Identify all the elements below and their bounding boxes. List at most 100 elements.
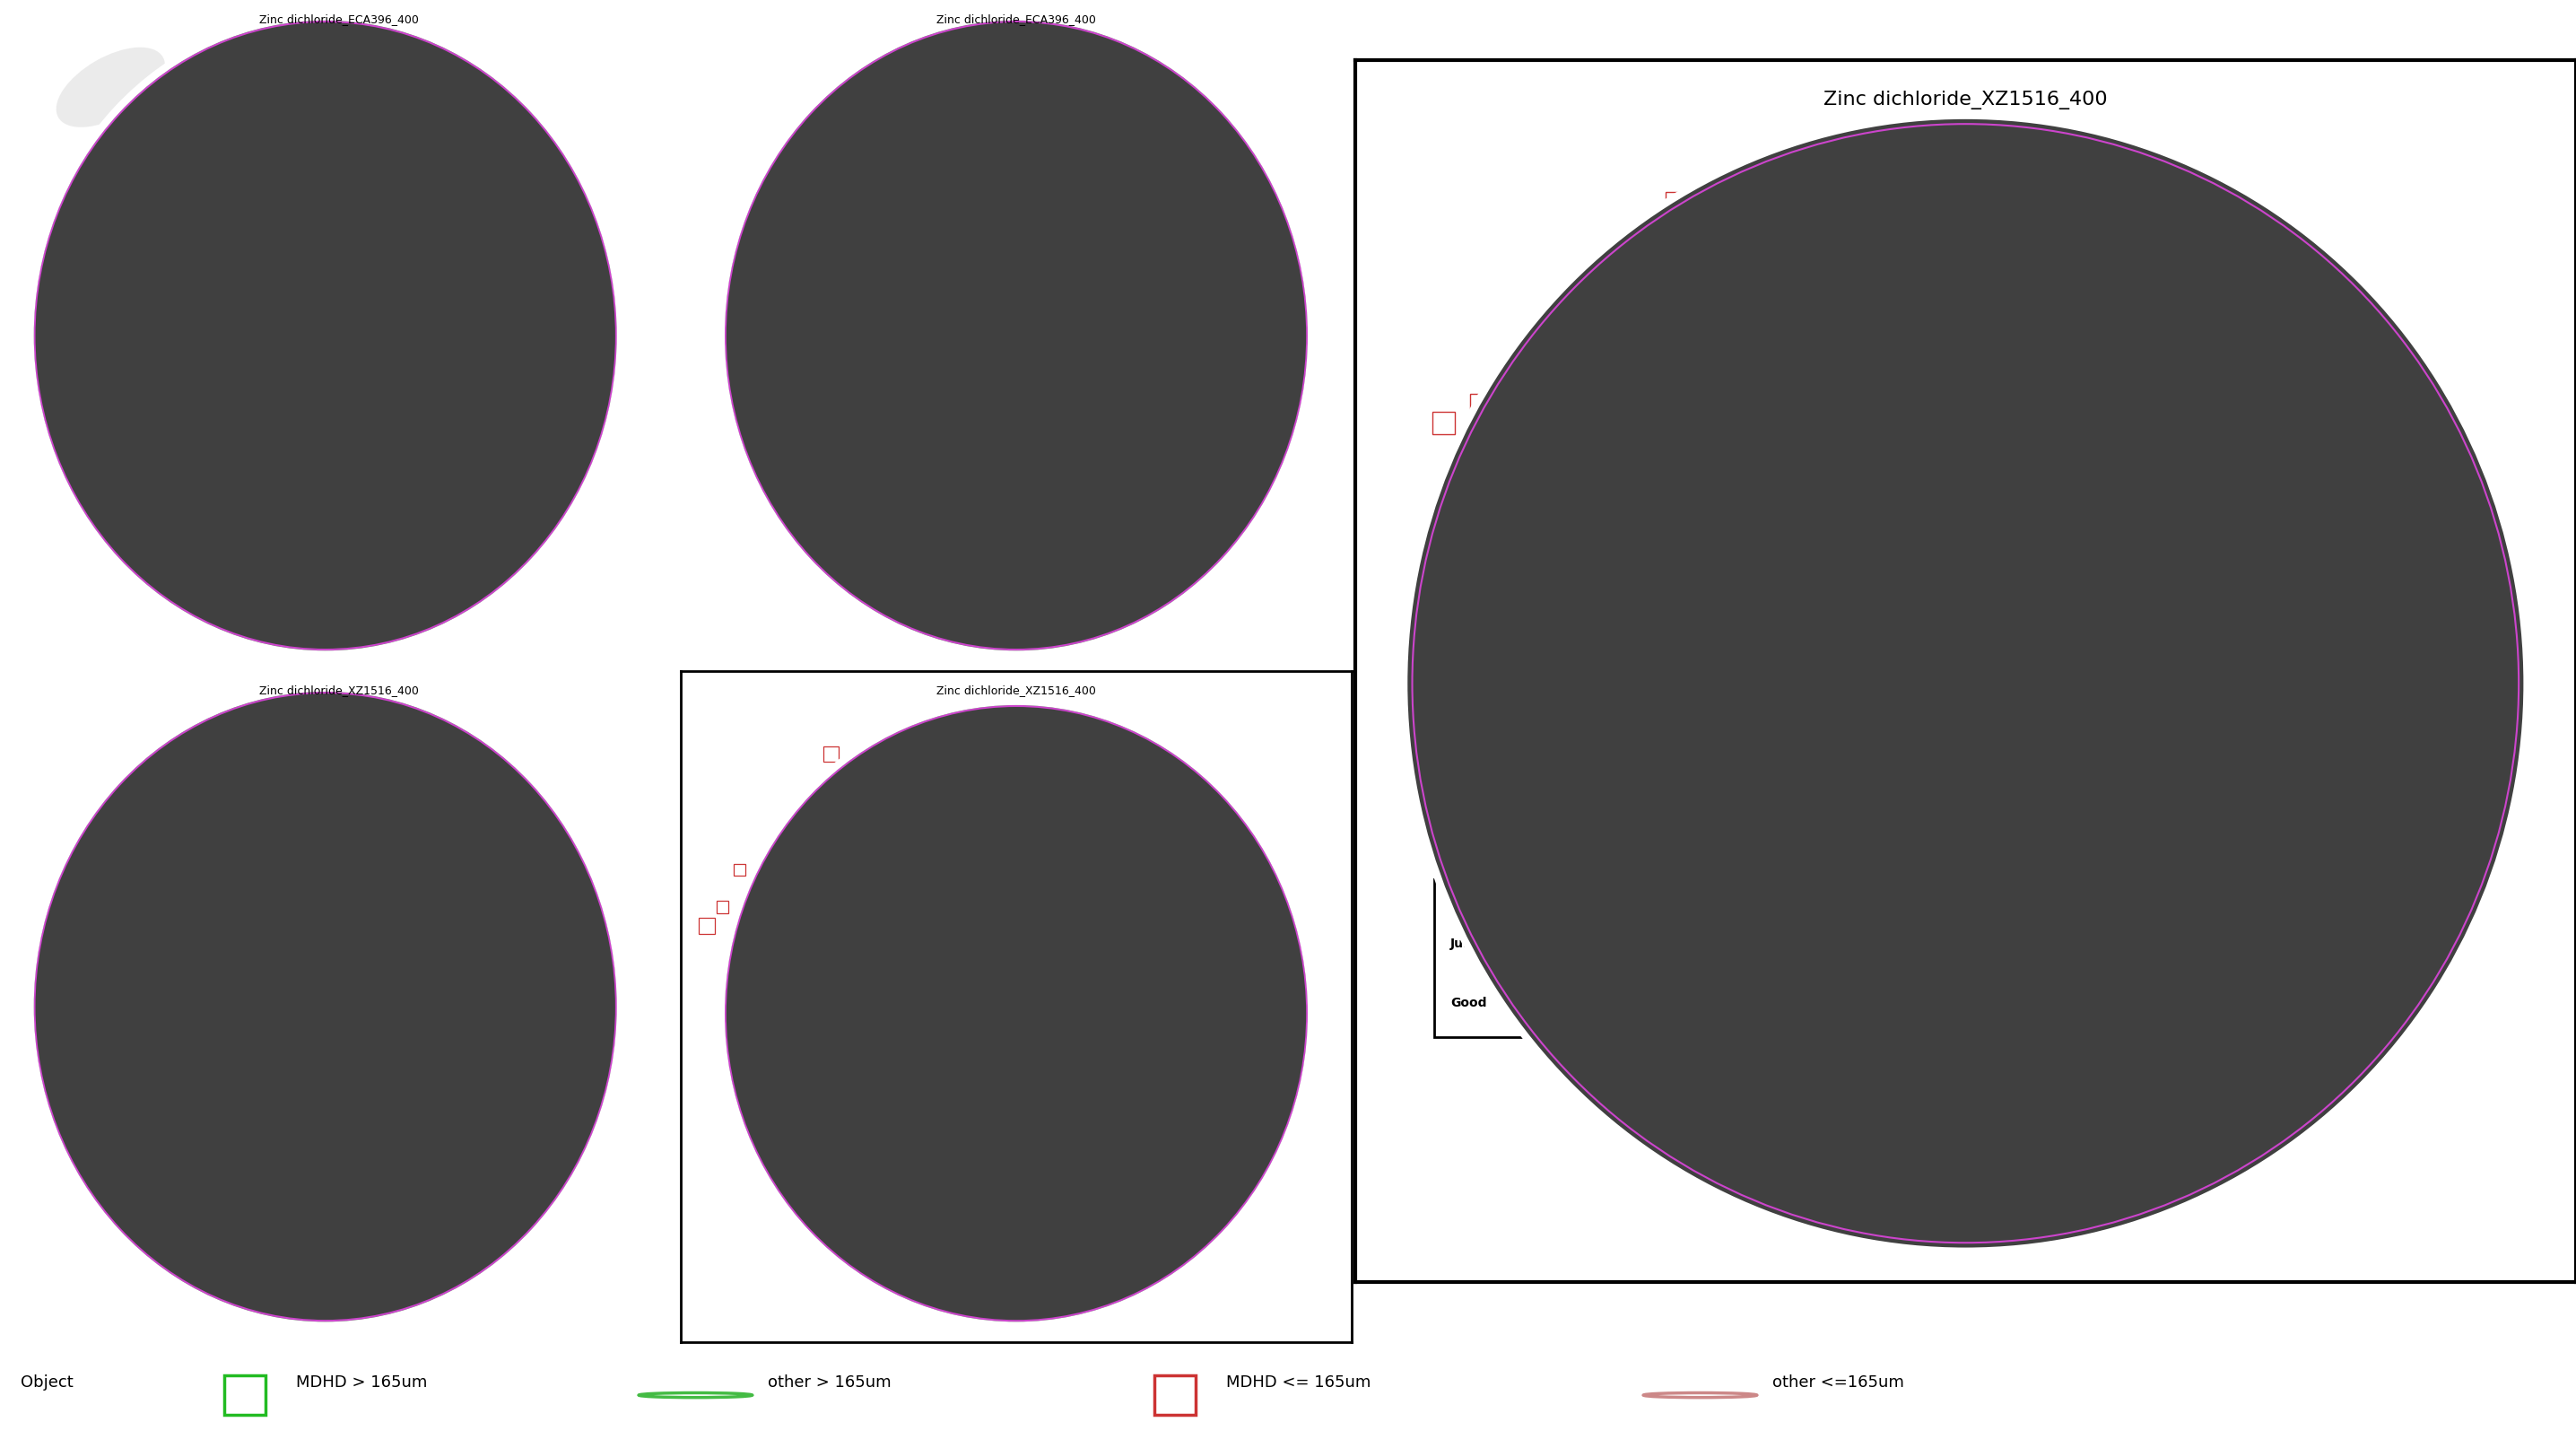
Ellipse shape: [1824, 542, 2107, 825]
Ellipse shape: [103, 767, 546, 1245]
Circle shape: [1056, 975, 1064, 982]
Circle shape: [1090, 998, 1100, 1008]
Ellipse shape: [927, 919, 1105, 1108]
Circle shape: [286, 1022, 294, 1032]
Ellipse shape: [214, 979, 234, 1019]
Bar: [227, 1002, 240, 1015]
Circle shape: [541, 902, 551, 912]
Circle shape: [1600, 794, 1618, 809]
Ellipse shape: [1414, 125, 2517, 1242]
Circle shape: [1121, 1077, 1128, 1083]
Ellipse shape: [157, 155, 492, 517]
Bar: [1551, 933, 1574, 954]
Circle shape: [1087, 1267, 1097, 1279]
Ellipse shape: [1620, 333, 2311, 1034]
Circle shape: [2259, 549, 2267, 556]
Circle shape: [294, 999, 304, 1008]
Circle shape: [860, 426, 868, 433]
Bar: [175, 219, 193, 239]
Circle shape: [912, 320, 920, 327]
Circle shape: [2344, 526, 2360, 542]
Circle shape: [971, 743, 976, 749]
Circle shape: [2063, 521, 2074, 531]
Circle shape: [307, 310, 314, 316]
Ellipse shape: [286, 292, 366, 378]
Ellipse shape: [222, 224, 428, 447]
Circle shape: [1018, 162, 1025, 172]
Circle shape: [397, 185, 399, 190]
Ellipse shape: [258, 933, 394, 1082]
Ellipse shape: [976, 292, 1056, 378]
Circle shape: [2367, 430, 2383, 446]
Circle shape: [240, 129, 252, 140]
Circle shape: [250, 350, 258, 358]
Circle shape: [1886, 589, 1904, 607]
Ellipse shape: [1731, 447, 2200, 919]
Bar: [286, 957, 304, 975]
Circle shape: [1875, 637, 1888, 650]
Circle shape: [314, 473, 322, 479]
Circle shape: [2076, 817, 2087, 825]
Circle shape: [1924, 678, 1932, 685]
Ellipse shape: [49, 710, 600, 1305]
Ellipse shape: [917, 229, 1115, 442]
Ellipse shape: [64, 725, 587, 1289]
Circle shape: [1030, 811, 1036, 815]
Ellipse shape: [1461, 172, 2470, 1195]
Circle shape: [196, 1041, 198, 1045]
Circle shape: [992, 585, 997, 591]
Circle shape: [1175, 828, 1185, 838]
Circle shape: [379, 340, 389, 352]
Circle shape: [1896, 866, 1906, 876]
Circle shape: [193, 130, 198, 135]
Circle shape: [2092, 615, 2097, 621]
Circle shape: [471, 262, 477, 269]
Circle shape: [294, 340, 304, 349]
Circle shape: [1893, 675, 1904, 685]
Circle shape: [2313, 886, 2321, 893]
Ellipse shape: [307, 986, 345, 1028]
Ellipse shape: [971, 967, 1061, 1060]
Ellipse shape: [157, 825, 492, 1187]
Ellipse shape: [1571, 285, 2360, 1080]
Circle shape: [951, 321, 961, 332]
Circle shape: [953, 410, 963, 420]
Circle shape: [2246, 821, 2254, 830]
Circle shape: [1901, 637, 1911, 646]
Ellipse shape: [103, 97, 546, 575]
Bar: [1891, 226, 1911, 246]
Bar: [412, 966, 425, 980]
Circle shape: [979, 193, 984, 197]
Ellipse shape: [884, 873, 1149, 1154]
Ellipse shape: [252, 116, 291, 125]
Ellipse shape: [206, 879, 443, 1134]
Circle shape: [860, 459, 871, 469]
Circle shape: [402, 1058, 407, 1063]
Circle shape: [1175, 1142, 1182, 1153]
Circle shape: [332, 1244, 340, 1251]
Circle shape: [278, 323, 286, 330]
Bar: [265, 1011, 283, 1027]
Circle shape: [1945, 678, 1955, 688]
Ellipse shape: [70, 730, 582, 1283]
Ellipse shape: [31, 17, 621, 654]
Circle shape: [397, 417, 402, 424]
Circle shape: [2079, 475, 2094, 489]
Circle shape: [1170, 938, 1175, 944]
Circle shape: [178, 1054, 185, 1063]
Circle shape: [1692, 967, 1708, 982]
Circle shape: [1911, 636, 1927, 649]
Circle shape: [1023, 485, 1028, 491]
Circle shape: [1015, 350, 1020, 356]
Circle shape: [332, 988, 343, 999]
Circle shape: [933, 1124, 943, 1134]
Circle shape: [1896, 879, 1909, 892]
Ellipse shape: [291, 298, 361, 372]
Circle shape: [961, 397, 969, 404]
Ellipse shape: [814, 801, 1218, 1226]
Circle shape: [327, 337, 332, 342]
Bar: [1131, 1100, 1144, 1115]
Circle shape: [1986, 776, 2002, 789]
Circle shape: [1564, 759, 1574, 769]
Ellipse shape: [216, 891, 433, 1124]
